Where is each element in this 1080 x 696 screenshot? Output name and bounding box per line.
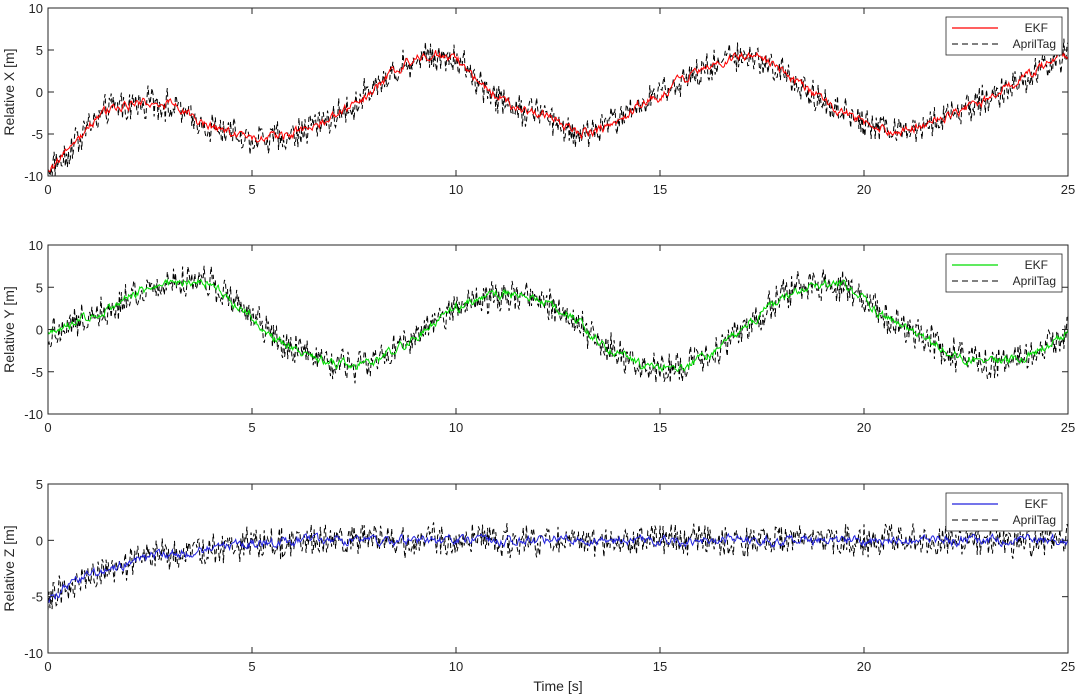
series-ekf-line [47, 532, 1069, 604]
y-axis-label: Relative Y [m] [1, 286, 17, 373]
x-tick-label: 5 [248, 182, 255, 197]
axes-box [47, 483, 1069, 654]
series-apriltag-line [47, 38, 1069, 177]
legend-label-apriltag: AprilTag [1013, 513, 1056, 527]
y-axis-label: Relative Z [m] [1, 525, 17, 611]
y-tick-label: 0 [36, 85, 43, 100]
legend-label-apriltag: AprilTag [1013, 37, 1056, 51]
x-tick-label: 20 [857, 420, 871, 435]
x-tick-label: 20 [857, 182, 871, 197]
y-tick-label: 5 [36, 280, 43, 295]
subplot-1: 0 5 10 15 20 25 10 5 0 -5 -10 Relative X [m] EKF Apri… [1, 1, 1075, 197]
x-tick-label: 5 [248, 420, 255, 435]
y-tick-label: -5 [31, 590, 43, 605]
y-tick-label: 5 [36, 477, 43, 492]
plot-area [48, 484, 1068, 653]
x-tick-label: 5 [248, 659, 255, 674]
series-ekf-line [47, 50, 1069, 173]
y-tick-label: -10 [24, 407, 43, 422]
x-tick-label: 0 [44, 420, 51, 435]
y-tick-label: 0 [36, 323, 43, 338]
plot-area [48, 8, 1068, 176]
legend-box [945, 16, 1063, 56]
x-tick-label: 10 [449, 182, 463, 197]
x-tick-label: 10 [449, 420, 463, 435]
x-tick-label: 25 [1061, 420, 1075, 435]
legend-box [945, 492, 1063, 532]
y-tick-label: -10 [24, 169, 43, 184]
x-tick-label: 15 [653, 420, 667, 435]
subplot-3: 0 5 10 15 20 25 5 0 -5 -10 Relative Z [m] Time [s] E… [1, 477, 1075, 694]
x-tick-label: 0 [44, 659, 51, 674]
legend-label-ekf: EKF [1025, 497, 1048, 511]
legend: EKF AprilTag [945, 492, 1063, 532]
legend: EKF AprilTag [945, 253, 1063, 293]
subplot-2: 0 5 10 15 20 25 10 5 0 -5 -10 Relative Y [m] EKF Apri… [1, 238, 1075, 435]
y-axis-label: Relative X [m] [1, 48, 17, 135]
y-tick-label: 10 [29, 1, 43, 16]
y-tick-label: -5 [31, 365, 43, 380]
y-tick-label: 5 [36, 43, 43, 58]
series-apriltag-line [47, 522, 1069, 611]
legend-label-ekf: EKF [1025, 258, 1048, 272]
y-tick-label: 10 [29, 238, 43, 253]
x-tick-label: 15 [653, 659, 667, 674]
x-tick-label: 10 [449, 659, 463, 674]
y-tick-label: 0 [36, 533, 43, 548]
x-tick-label: 20 [857, 659, 871, 674]
series-ekf-line [47, 277, 1069, 373]
x-axis-label: Time [s] [533, 678, 582, 694]
y-tick-label: -10 [24, 646, 43, 661]
x-tick-label: 0 [44, 182, 51, 197]
legend: EKF AprilTag [945, 16, 1063, 56]
x-tick-label: 15 [653, 182, 667, 197]
legend-label-ekf: EKF [1025, 21, 1048, 35]
legend-label-apriltag: AprilTag [1013, 274, 1056, 288]
x-tick-label: 25 [1061, 659, 1075, 674]
legend-box [945, 253, 1063, 293]
y-tick-label: -5 [31, 127, 43, 142]
x-tick-label: 25 [1061, 182, 1075, 197]
plot-area [48, 245, 1068, 414]
